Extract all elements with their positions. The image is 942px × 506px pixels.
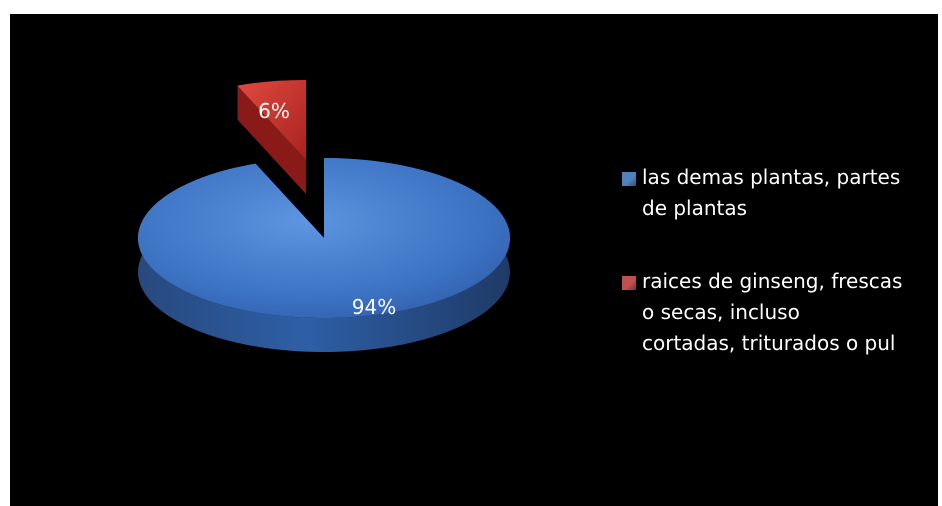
pie-chart: 94% 6% (137, 80, 510, 352)
data-label: 6% (258, 99, 290, 123)
legend: las demas plantas, partes de plantas rai… (618, 162, 942, 359)
pie-slice-1 (237, 80, 306, 160)
pie-slice-wall (237, 85, 306, 194)
pie-slice-0 (137, 158, 510, 319)
chart-area: 94% 6% las demas plantas, partes de plant… (10, 14, 938, 506)
legend-label: raices de ginseng, frescas o secas, incl… (642, 269, 903, 355)
legend-swatch-red-icon (622, 276, 636, 290)
legend-swatch-blue-icon (622, 172, 636, 186)
legend-label: las demas plantas, partes de plantas (642, 165, 901, 220)
legend-item-ginseng: raices de ginseng, frescas o secas, incl… (618, 266, 942, 359)
legend-item-plantas: las demas plantas, partes de plantas (618, 162, 942, 224)
data-label: 94% (352, 295, 396, 319)
